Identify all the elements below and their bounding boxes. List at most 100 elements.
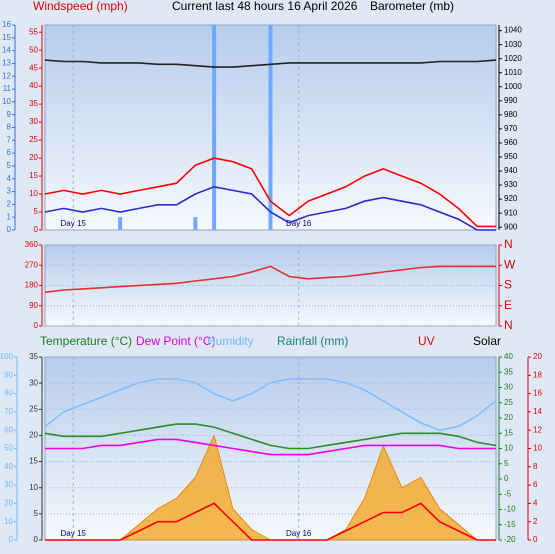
tick-label: 0 [7,225,12,234]
tick-label: 35 [29,352,38,361]
tick-label: 50 [29,45,38,54]
tick-label: 10 [2,97,11,106]
bar [212,25,217,230]
tick-label: 4 [533,499,538,508]
header: Dew Point (°C) [136,334,215,348]
tick-label: 30 [29,378,38,387]
tick-label: N [504,237,513,251]
tick-label: 55 [29,27,38,36]
tick-label: 5 [7,161,12,170]
tick-label: 15 [29,457,38,466]
tick-label: 16 [533,389,542,398]
header: Temperature (°C) [40,334,132,348]
tick-label: 2 [7,199,12,208]
tick-label: 30 [4,480,13,489]
header: Barometer (mb) [370,0,454,13]
tick-label: 11 [3,84,12,93]
header: UV [418,334,435,348]
bar [118,217,123,230]
tick-label: 0 [9,535,14,544]
tick-label: 100 [0,352,14,361]
tick-label: 7 [7,135,12,144]
tick-label: 30 [29,117,38,126]
tick-label: 20 [533,352,542,361]
tick-label: 35 [504,367,513,376]
tick-label: 40 [504,352,513,361]
tick-label: 15 [504,428,513,437]
tick-label: 25 [29,135,38,144]
tick-label: 25 [504,398,513,407]
x-tick-label: Day 16 [286,219,312,228]
tick-label: -20 [504,535,516,544]
tick-label: 35 [29,99,38,108]
line [44,185,496,231]
header: Humidity [207,334,254,348]
tick-label: 910 [504,208,518,217]
tick-label: 10 [29,189,38,198]
tick-label: 1 [7,212,12,221]
tick-label: 0 [34,225,39,234]
tick-label: 10 [4,517,13,526]
tick-label: 180 [25,281,39,290]
tick-label: 1020 [504,54,522,63]
tick-label: 0 [533,535,538,544]
tick-label: 16 [2,20,11,29]
tick-label: 40 [29,81,38,90]
tick-label: 12 [2,71,11,80]
tick-label: 18 [533,370,542,379]
header: Current last 48 hours 16 April 2026 [172,0,358,13]
tick-label: 20 [504,413,513,422]
tick-label: 5 [34,509,39,518]
line [45,502,496,541]
line [45,438,496,456]
tick-label: 45 [29,63,38,72]
bar [268,25,273,230]
tick-label: 360 [25,240,39,249]
tick-label: -5 [504,489,512,498]
tick-label: 950 [504,152,518,161]
tick-label: 9 [7,110,12,119]
header: Solar [473,334,501,348]
tick-label: 1040 [504,26,522,35]
tick-label: 1000 [504,82,522,91]
tick-label: 30 [504,383,513,392]
line [44,59,497,68]
tick-label: 90 [29,301,38,310]
tick-label: 15 [29,171,38,180]
tick-label: -15 [504,520,516,529]
tick-label: 10 [29,483,38,492]
tick-label: 12 [533,425,542,434]
tick-label: 6 [533,480,538,489]
x-tick-label: Day 16 [286,529,312,538]
tick-label: N [504,318,513,332]
tick-label: 5 [34,207,39,216]
header: Windspeed (mph) [33,0,128,13]
tick-label: 40 [4,462,13,471]
tick-label: -10 [504,505,516,514]
tick-label: S [504,278,512,292]
tick-label: 80 [4,389,13,398]
tick-label: 0 [34,321,39,330]
x-tick-label: Day 15 [61,529,87,538]
tick-label: 70 [4,407,13,416]
tick-label: 50 [4,444,13,453]
tick-label: 0 [34,535,39,544]
tick-label: 60 [4,425,13,434]
tick-label: W [504,257,516,271]
tick-label: 980 [504,110,518,119]
tick-label: 8 [7,123,12,132]
tick-label: 3 [7,187,12,196]
tick-label: 20 [4,499,13,508]
tick-label: 960 [504,138,518,147]
tick-label: 90 [4,370,13,379]
tick-label: 6 [7,148,12,157]
tick-label: 10 [504,444,513,453]
line [44,265,496,294]
tick-label: 970 [504,124,518,133]
header: Rainfall (mm) [277,334,348,348]
tick-label: 1010 [504,68,522,77]
tick-label: 13 [2,59,11,68]
tick-label: 1030 [504,40,522,49]
